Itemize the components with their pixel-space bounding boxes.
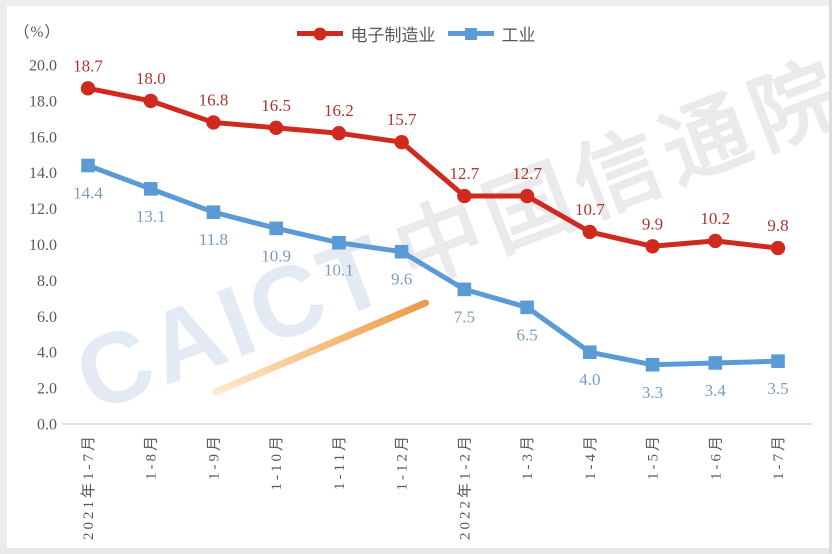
y-axis-tick-label: 6.0	[37, 309, 57, 326]
photo-edge-bottom	[0, 548, 832, 554]
data-point-marker	[206, 115, 221, 130]
data-point-label: 4.0	[579, 370, 600, 389]
data-point-label: 10.2	[700, 209, 730, 228]
legend-item-industry: 工业	[447, 21, 536, 46]
y-axis-tick-label: 10.0	[29, 237, 57, 254]
data-point-marker	[206, 205, 221, 219]
y-axis-tick-label: 4.0	[37, 345, 57, 362]
data-point-label: 15.7	[387, 110, 417, 129]
legend-item-electronics-manufacturing: 电子制造业	[296, 21, 436, 46]
data-point-label: 7.5	[454, 307, 475, 326]
data-point-label: 9.6	[391, 270, 412, 289]
photo-edge-top	[0, 0, 832, 6]
data-point-label: 16.5	[261, 96, 291, 115]
series-line-1	[85, 163, 781, 368]
x-axis-tick-label: 1-8月	[144, 433, 160, 480]
legend-label: 工业	[501, 26, 536, 45]
data-point-label: 10.9	[261, 246, 291, 265]
photo-edge-left	[0, 0, 7, 554]
data-point-marker	[331, 126, 347, 141]
data-point-label: 10.7	[575, 200, 605, 219]
data-point-label: 16.8	[199, 90, 229, 109]
x-axis-tick-label: 2021年1-7月	[80, 433, 97, 540]
data-point-marker	[645, 239, 660, 254]
x-axis-tick-label: 1-3月	[520, 433, 536, 480]
data-point-label: 16.2	[324, 101, 354, 120]
y-axis-tick-label: 2.0	[37, 381, 57, 398]
data-point-marker	[582, 224, 598, 240]
data-point-label: 6.5	[516, 325, 537, 344]
data-point-label: 10.1	[324, 261, 354, 280]
y-axis-tick-label: 16.0	[29, 129, 57, 146]
data-point-label: 3.4	[705, 381, 727, 400]
data-point-marker	[394, 134, 409, 150]
photo-edge-right	[829, 0, 832, 554]
y-axis-tick-label: 12.0	[29, 201, 57, 218]
data-point-marker	[708, 356, 723, 370]
data-point-marker	[81, 158, 95, 173]
y-axis-tick-label: 14.0	[29, 165, 57, 182]
data-point-marker	[770, 240, 786, 256]
data-point-marker	[519, 188, 535, 204]
data-point-label: 3.5	[767, 379, 788, 398]
x-axis-tick-label: 1-10月	[269, 433, 285, 491]
x-axis-tick-label: 2022年1-2月	[456, 433, 473, 540]
data-point-marker	[520, 300, 534, 315]
y-axis-tick-label: 18.0	[29, 93, 57, 110]
data-point-label: 18.0	[136, 69, 166, 88]
data-point-marker	[80, 81, 96, 96]
legend-line-square-marker-icon	[447, 27, 494, 40]
data-point-marker	[645, 357, 660, 372]
data-point-marker	[771, 354, 785, 368]
x-axis-tick-label: 1-11月	[332, 433, 348, 490]
data-point-marker	[457, 188, 472, 204]
y-axis-tick-label: 0.0	[37, 417, 57, 434]
data-point-marker	[143, 182, 158, 196]
data-point-marker	[143, 93, 158, 109]
x-axis-tick-label: 1-7月	[771, 433, 787, 480]
x-axis-tick-label: 1-5月	[646, 433, 662, 480]
data-point-label: 12.7	[512, 164, 542, 183]
data-point-label: 11.8	[199, 230, 228, 249]
legend-label: 电子制造业	[350, 26, 436, 45]
y-axis-tick-label: 8.0	[37, 273, 57, 290]
data-point-marker	[457, 282, 472, 297]
chart-legend: 电子制造业 工业	[0, 21, 832, 46]
x-axis-tick-label: 1-9月	[206, 433, 222, 480]
x-axis-tick-label: 1-12月	[395, 433, 411, 491]
data-point-label: 3.3	[642, 383, 663, 402]
y-axis-tick-label: 20.0	[29, 58, 57, 75]
data-point-marker	[394, 244, 409, 259]
series-line-0	[85, 85, 781, 251]
data-point-label: 12.7	[449, 164, 479, 183]
legend-line-circle-marker-icon	[296, 27, 343, 40]
data-point-marker	[708, 233, 723, 249]
data-point-label: 18.7	[73, 56, 103, 75]
x-axis-tick-label: 1-4月	[583, 433, 599, 480]
data-point-marker	[268, 120, 284, 136]
data-point-label: 13.1	[136, 207, 166, 226]
data-point-marker	[583, 345, 597, 359]
x-axis-tick-label: 1-6月	[708, 433, 724, 480]
data-point-label: 9.8	[767, 216, 788, 235]
data-point-marker	[332, 235, 346, 250]
data-point-label: 14.4	[73, 184, 103, 203]
data-point-label: 9.9	[642, 214, 663, 233]
y-axis-unit-label: （%）	[14, 24, 61, 41]
data-point-marker	[269, 221, 283, 236]
